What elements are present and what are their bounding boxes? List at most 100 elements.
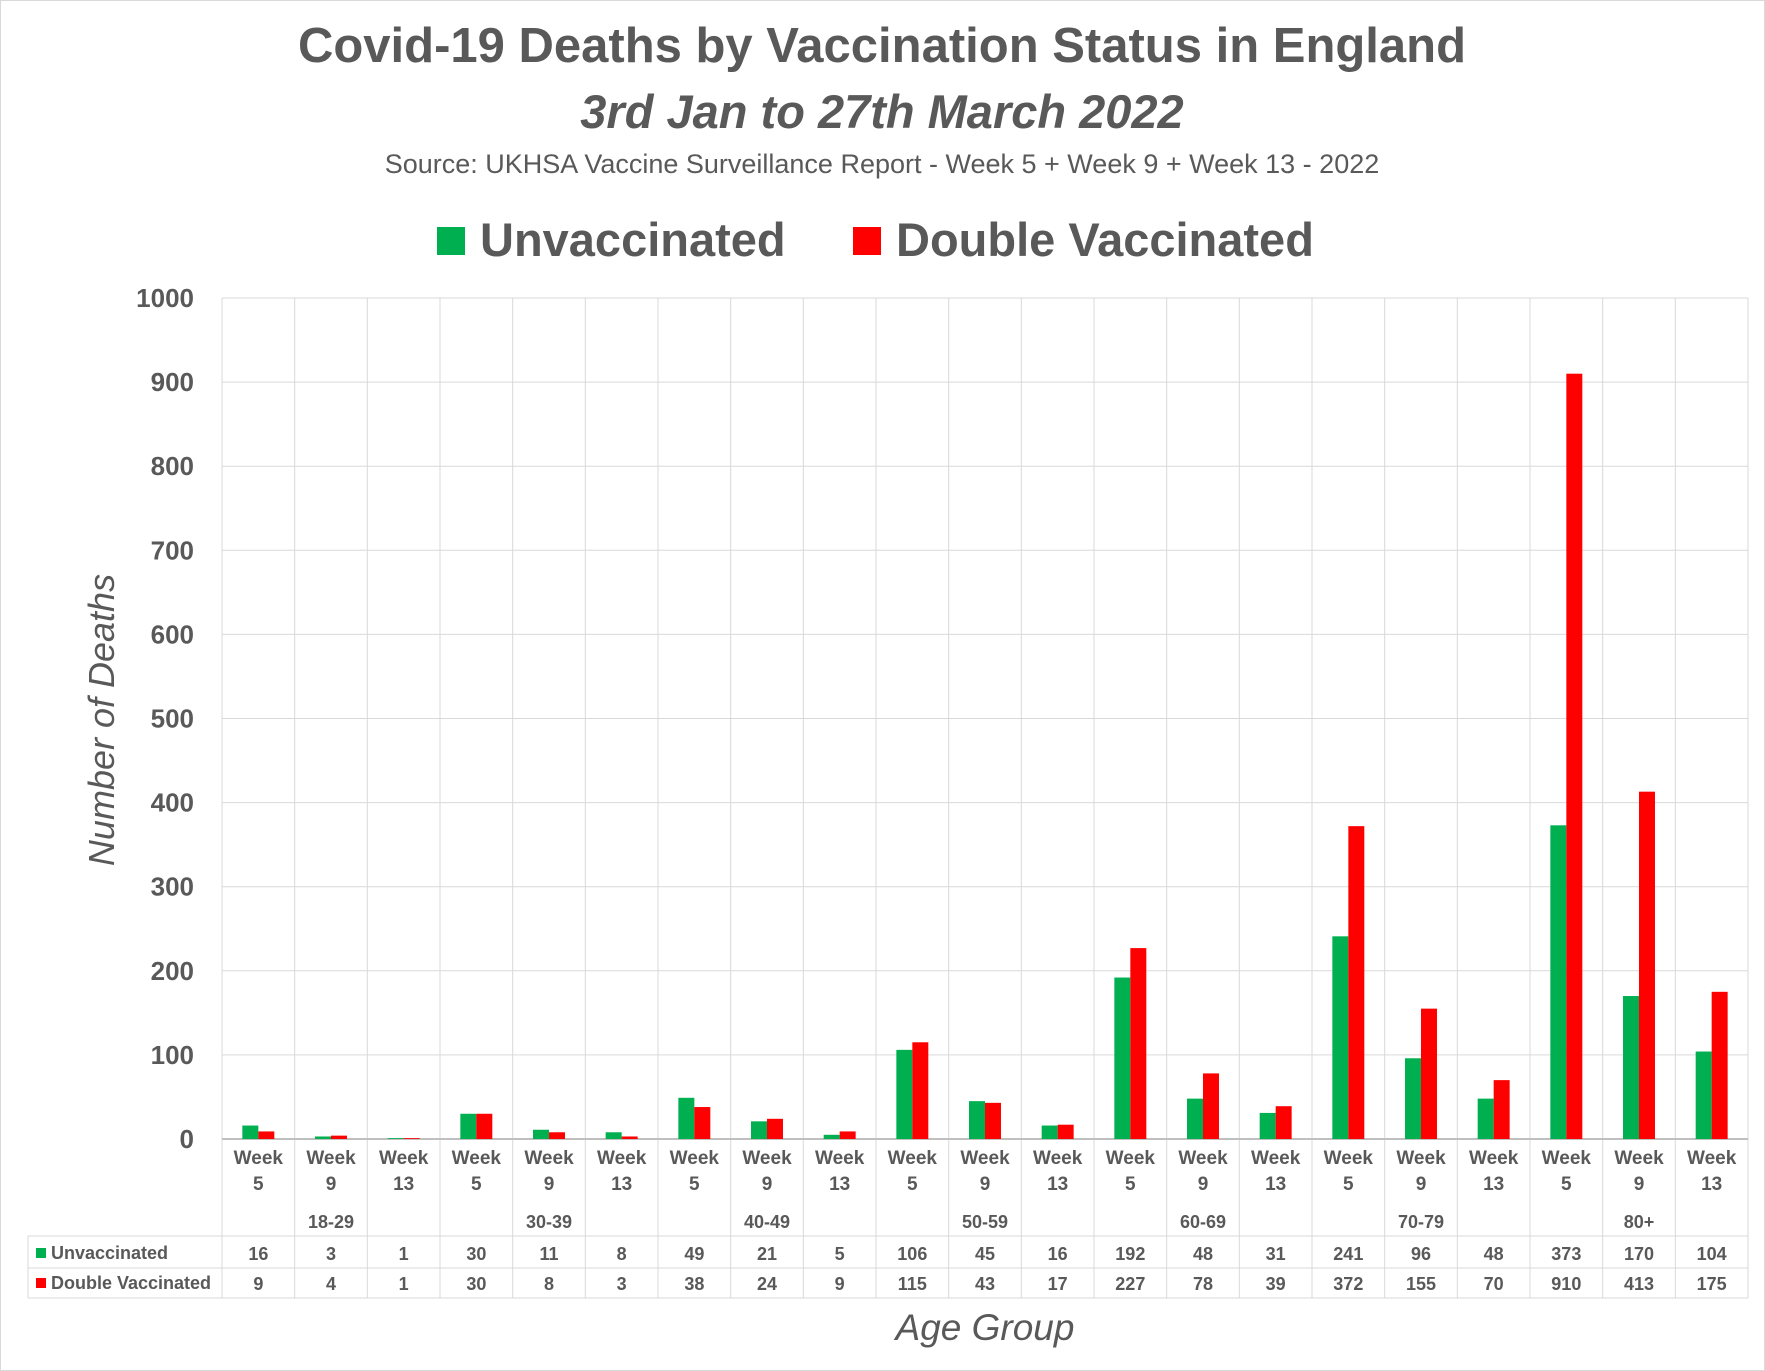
x-tick-label-week: Week xyxy=(1324,1148,1374,1169)
bar-double-vaccinated xyxy=(476,1113,493,1139)
bar-double-vaccinated xyxy=(912,1042,929,1139)
x-group-label: 50-59 xyxy=(962,1212,1008,1232)
x-tick-label-week: Week xyxy=(1614,1148,1664,1169)
bar-unvaccinated xyxy=(823,1134,840,1139)
x-group-label: 30-39 xyxy=(526,1212,572,1232)
x-tick-label-week-number: 5 xyxy=(907,1174,918,1195)
data-table-value: 11 xyxy=(539,1244,558,1264)
data-table-value: 3 xyxy=(617,1274,627,1294)
bar-double-vaccinated xyxy=(1130,948,1147,1139)
x-group-label: 70-79 xyxy=(1398,1212,1444,1232)
bar-unvaccinated xyxy=(896,1049,913,1139)
x-tick-label-week-number: 13 xyxy=(393,1174,414,1195)
y-tick-label: 900 xyxy=(151,367,194,397)
bar-unvaccinated xyxy=(1623,996,1639,1139)
x-tick-label-week-number: 13 xyxy=(611,1174,632,1195)
x-tick-label-week: Week xyxy=(1687,1148,1737,1169)
legend-swatch-double-vaccinated xyxy=(853,227,881,255)
y-tick-label: 0 xyxy=(180,1124,194,1154)
data-table-value: 192 xyxy=(1115,1244,1145,1264)
bar-double-vaccinated xyxy=(694,1107,711,1139)
bar-double-vaccinated xyxy=(621,1136,638,1139)
bar-double-vaccinated xyxy=(258,1131,275,1139)
table-legend-key xyxy=(36,1278,46,1288)
data-table-value: 96 xyxy=(1411,1244,1431,1264)
x-tick-label-week-number: 9 xyxy=(326,1174,337,1195)
bar-unvaccinated xyxy=(242,1125,259,1139)
x-tick-label-week: Week xyxy=(815,1148,865,1169)
legend-label-double-vaccinated: Double Vaccinated xyxy=(896,213,1314,266)
x-tick-label-week-number: 9 xyxy=(1198,1174,1209,1195)
x-group-label: 60-69 xyxy=(1180,1212,1226,1232)
data-table-value: 30 xyxy=(466,1244,486,1264)
x-tick-label-week-number: 5 xyxy=(1561,1174,1572,1195)
data-table-value: 1 xyxy=(399,1244,409,1264)
data-table-value: 155 xyxy=(1406,1274,1436,1294)
x-tick-label-week-number: 5 xyxy=(1343,1174,1354,1195)
bar-double-vaccinated xyxy=(1348,826,1365,1139)
data-table-value: 70 xyxy=(1484,1274,1504,1294)
data-table-value: 16 xyxy=(1048,1244,1068,1264)
data-table-value: 241 xyxy=(1333,1244,1363,1264)
x-tick-label-week: Week xyxy=(597,1148,647,1169)
x-group-label: 18-29 xyxy=(308,1212,354,1232)
bar-unvaccinated xyxy=(1041,1125,1058,1139)
data-table-value: 30 xyxy=(466,1274,486,1294)
x-tick-label-week: Week xyxy=(306,1148,356,1169)
bar-double-vaccinated xyxy=(1566,373,1583,1139)
bar-unvaccinated xyxy=(1332,936,1349,1139)
bar-unvaccinated xyxy=(1259,1112,1276,1139)
data-table-value: 24 xyxy=(757,1274,777,1294)
data-table-value: 3 xyxy=(326,1244,336,1264)
x-axis-title: Age Group xyxy=(894,1307,1075,1348)
data-table-value: 4 xyxy=(326,1274,336,1294)
x-tick-label-week: Week xyxy=(1542,1148,1592,1169)
bar-double-vaccinated xyxy=(1057,1124,1074,1139)
data-table-value: 21 xyxy=(757,1244,777,1264)
x-tick-label-week: Week xyxy=(379,1148,429,1169)
y-tick-label: 500 xyxy=(151,704,194,734)
bar-double-vaccinated xyxy=(767,1118,783,1139)
x-tick-label-week-number: 9 xyxy=(544,1174,555,1195)
data-table-value: 43 xyxy=(975,1274,995,1294)
data-table-value: 78 xyxy=(1193,1274,1213,1294)
bar-double-vaccinated xyxy=(839,1131,856,1139)
x-tick-label-week: Week xyxy=(670,1148,720,1169)
data-table-value: 115 xyxy=(898,1274,927,1294)
bar-unvaccinated xyxy=(460,1113,477,1139)
data-table-value: 413 xyxy=(1624,1274,1654,1294)
x-tick-label-week: Week xyxy=(452,1148,502,1169)
data-table-value: 38 xyxy=(684,1274,704,1294)
data-table-value: 16 xyxy=(248,1244,268,1264)
bar-double-vaccinated xyxy=(1493,1080,1510,1139)
x-tick-label-week-number: 9 xyxy=(762,1174,773,1195)
x-tick-label-week: Week xyxy=(960,1148,1010,1169)
data-table-value: 48 xyxy=(1193,1244,1213,1264)
bar-double-vaccinated xyxy=(403,1138,420,1139)
x-tick-label-week-number: 5 xyxy=(253,1174,264,1195)
bar-double-vaccinated xyxy=(1711,991,1728,1139)
x-tick-label-week-number: 9 xyxy=(1634,1174,1645,1195)
bar-unvaccinated xyxy=(678,1097,695,1139)
data-table-value: 45 xyxy=(975,1244,995,1264)
bar-double-vaccinated xyxy=(549,1132,565,1139)
x-tick-label-week: Week xyxy=(888,1148,938,1169)
x-tick-label-week-number: 13 xyxy=(1265,1174,1286,1195)
bar-unvaccinated xyxy=(315,1136,331,1139)
data-table-value: 39 xyxy=(1266,1274,1286,1294)
bar-unvaccinated xyxy=(1405,1058,1421,1139)
y-tick-label: 700 xyxy=(151,535,194,565)
x-tick-label-week: Week xyxy=(234,1148,284,1169)
data-table-value: 104 xyxy=(1697,1244,1727,1264)
y-tick-label: 300 xyxy=(151,872,194,902)
bar-double-vaccinated xyxy=(1203,1073,1219,1139)
x-tick-label-week: Week xyxy=(1251,1148,1301,1169)
bar-unvaccinated xyxy=(969,1101,985,1139)
bar-unvaccinated xyxy=(387,1138,404,1139)
chart-subtitle: 3rd Jan to 27th March 2022 xyxy=(580,85,1183,138)
bar-double-vaccinated xyxy=(1639,791,1655,1139)
y-axis-title: Number of Deaths xyxy=(81,574,122,866)
data-table-value: 227 xyxy=(1115,1274,1145,1294)
x-tick-label-week-number: 5 xyxy=(689,1174,700,1195)
